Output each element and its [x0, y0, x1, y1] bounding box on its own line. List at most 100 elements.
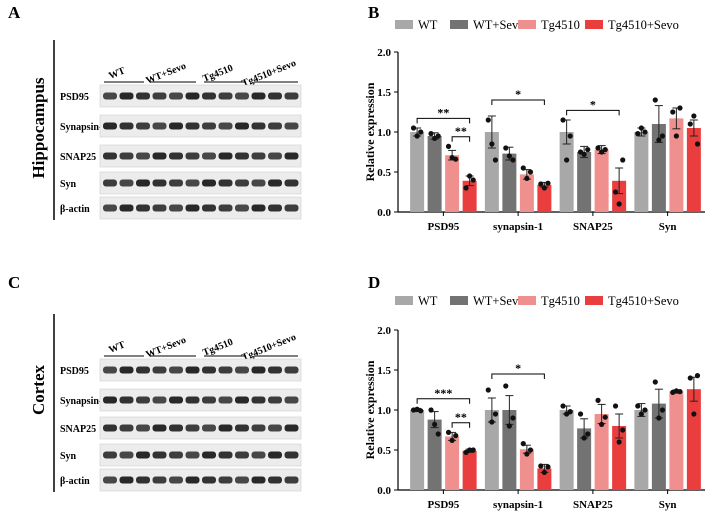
data-point: [467, 173, 473, 179]
data-point: [677, 105, 683, 111]
blot-band: [218, 179, 233, 187]
data-point: [687, 121, 693, 127]
band-label: Synapsin-1: [60, 122, 107, 133]
blot-band: [202, 204, 216, 212]
data-point: [620, 427, 626, 433]
blot-band: [185, 92, 200, 100]
blot-band: [103, 179, 117, 187]
blot-band: [136, 396, 150, 404]
y-tick-label: 0.5: [377, 167, 391, 179]
blot-band: [235, 92, 249, 100]
legend-label: Tg4510: [541, 18, 580, 32]
legend-swatch: [395, 20, 413, 29]
blot-band: [152, 179, 167, 187]
blot-group-label: WT: [107, 339, 127, 356]
blot-group-label: WT+Sevo: [144, 61, 187, 87]
blot-band: [218, 476, 233, 484]
data-point: [687, 375, 693, 381]
blot-band: [251, 122, 266, 130]
blot-band: [169, 476, 183, 484]
y-axis-label: Relative expression: [363, 360, 377, 459]
significance-bracket: [416, 117, 471, 124]
blot-band: [218, 424, 233, 432]
panel-label: A: [8, 3, 21, 22]
blot-band: [185, 396, 200, 404]
blot-strip: [99, 171, 302, 195]
blot-band: [152, 424, 167, 432]
data-point: [463, 185, 469, 191]
blot-band: [251, 396, 266, 404]
blot-band: [202, 179, 216, 187]
significance-bracket: [451, 136, 471, 142]
data-point: [428, 407, 434, 413]
bar-chart-D: WT WT+Sevo Tg4510 Tg4510+Sevo 0.0 0.5 1.0 1.5 2.…: [363, 294, 705, 511]
data-point: [418, 129, 424, 135]
blot-band: [185, 122, 200, 130]
blot-band: [136, 122, 150, 130]
data-point: [616, 201, 622, 207]
blot-band: [235, 366, 249, 374]
y-axis-label: Relative expression: [363, 82, 377, 181]
blot-band: [202, 366, 216, 374]
data-point: [432, 421, 438, 427]
blot-band: [152, 92, 167, 100]
data-point: [670, 109, 676, 115]
data-point: [467, 447, 473, 453]
blot-band: [268, 366, 282, 374]
bar: [427, 136, 442, 212]
significance-bracket: [491, 99, 545, 105]
bar: [651, 403, 666, 490]
data-point: [677, 389, 683, 395]
data-point: [585, 431, 591, 437]
data-point: [642, 129, 648, 135]
blot-band: [169, 424, 183, 432]
data-point: [527, 169, 534, 175]
data-point: [564, 157, 570, 163]
data-point: [599, 421, 605, 427]
significance-bracket: [566, 109, 620, 116]
blot-band: [251, 92, 266, 100]
blot-band: [284, 424, 299, 432]
data-point: [485, 387, 491, 393]
legend-swatch: [450, 296, 468, 305]
legend-label: WT: [418, 294, 438, 308]
blot-band: [202, 476, 216, 484]
blot-band: [169, 204, 183, 212]
data-point: [567, 409, 573, 415]
data-point: [510, 157, 516, 163]
blot-band: [136, 366, 150, 374]
blot-band: [185, 451, 200, 459]
y-tick-label: 0.5: [377, 445, 391, 457]
bar: [577, 152, 592, 212]
blot-band: [202, 92, 216, 100]
band-label: PSD95: [60, 92, 89, 103]
bar: [651, 124, 666, 212]
bar: [559, 410, 574, 490]
blot-band: [235, 204, 249, 212]
data-point: [560, 117, 566, 123]
blot-band: [284, 152, 299, 160]
data-point: [659, 133, 666, 139]
band-label: β-actin: [60, 476, 90, 487]
data-point: [492, 411, 499, 417]
data-point: [585, 147, 591, 153]
blot-band: [103, 152, 117, 160]
blot-band: [103, 424, 117, 432]
significance-label: *: [515, 87, 521, 101]
x-tick-label: PSD95: [427, 499, 459, 511]
x-tick-label: synapsin-1: [493, 499, 543, 511]
blot-band: [235, 476, 249, 484]
blot-strip: [99, 443, 302, 467]
blot-band: [251, 476, 266, 484]
blot-band: [169, 396, 183, 404]
data-point: [489, 419, 495, 425]
band-label: PSD95: [60, 366, 89, 377]
blot-band: [103, 476, 117, 484]
data-point: [520, 165, 526, 171]
blot-band: [284, 92, 299, 100]
blot-band: [185, 152, 200, 160]
blot-strip: [99, 468, 302, 492]
bar: [484, 410, 499, 490]
bar: [410, 132, 425, 212]
